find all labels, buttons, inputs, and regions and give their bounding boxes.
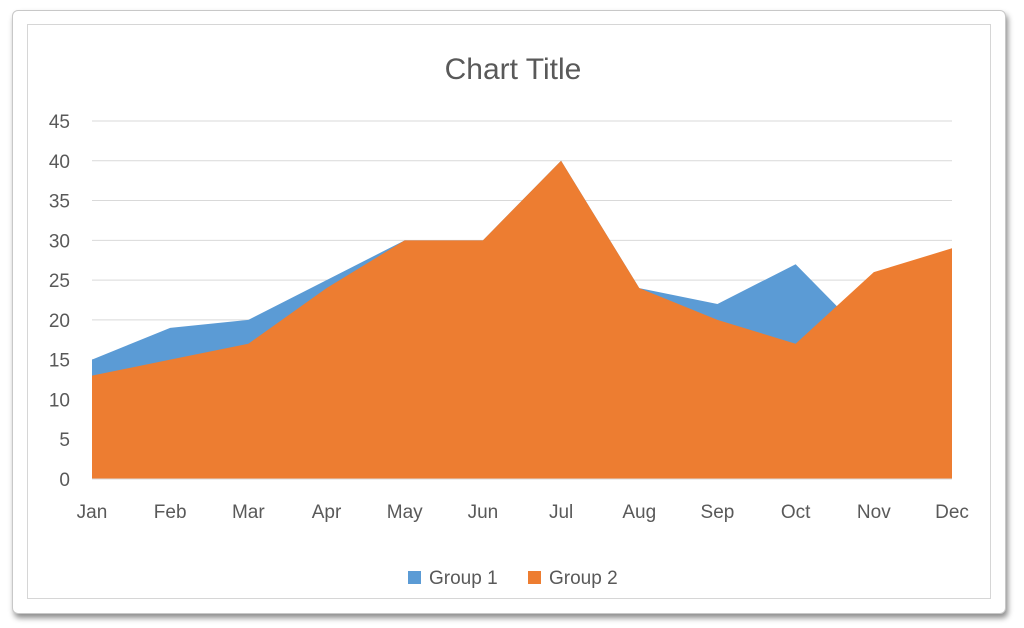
area-chart: 0 5 10 15 20 25 30 35 40 45 Jan Feb Mar Apr May Jun Jul A… <box>49 53 969 589</box>
y-tick-label: 0 <box>59 470 70 491</box>
chart-frame: 0 5 10 15 20 25 30 35 40 45 Jan Feb Mar Apr May Jun Jul A… <box>12 10 1006 614</box>
y-tick-label: 40 <box>49 152 70 173</box>
legend-swatch <box>528 571 541 584</box>
x-tick-label: May <box>387 502 423 523</box>
x-tick-label: Nov <box>857 502 891 523</box>
x-tick-label: Feb <box>154 502 187 523</box>
series-area-2 <box>92 160 952 479</box>
y-tick-label: 20 <box>49 311 70 332</box>
series-areas <box>92 160 952 479</box>
x-tick-label: Jun <box>468 502 499 523</box>
x-tick-label: Jul <box>549 502 573 523</box>
x-tick-label: Oct <box>781 502 811 523</box>
legend: Group 1 Group 2 <box>408 568 618 589</box>
x-tick-label: Jan <box>77 502 108 523</box>
x-tick-label: Dec <box>935 502 969 523</box>
x-tick-label: Sep <box>701 502 735 523</box>
chart-title: Chart Title <box>445 53 582 86</box>
y-tick-label: 35 <box>49 192 70 213</box>
axes: 0 5 10 15 20 25 30 35 40 45 Jan Feb Mar Apr May Jun Jul A… <box>49 112 969 523</box>
y-tick-label: 25 <box>49 271 70 292</box>
y-tick-label: 10 <box>49 390 70 411</box>
legend-entry-1: Group 1 <box>408 568 498 589</box>
legend-entry-2: Group 2 <box>528 568 618 589</box>
legend-label: Group 2 <box>549 568 618 589</box>
x-tick-label: Aug <box>622 502 656 523</box>
x-tick-label: Apr <box>312 502 342 523</box>
legend-label: Group 1 <box>429 568 498 589</box>
y-tick-label: 5 <box>59 430 70 451</box>
x-tick-label: Mar <box>232 502 265 523</box>
y-tick-label: 15 <box>49 351 70 372</box>
legend-swatch <box>408 571 421 584</box>
chart-area: 0 5 10 15 20 25 30 35 40 45 Jan Feb Mar Apr May Jun Jul A… <box>27 24 991 599</box>
y-tick-label: 45 <box>49 112 70 133</box>
y-tick-label: 30 <box>49 231 70 252</box>
